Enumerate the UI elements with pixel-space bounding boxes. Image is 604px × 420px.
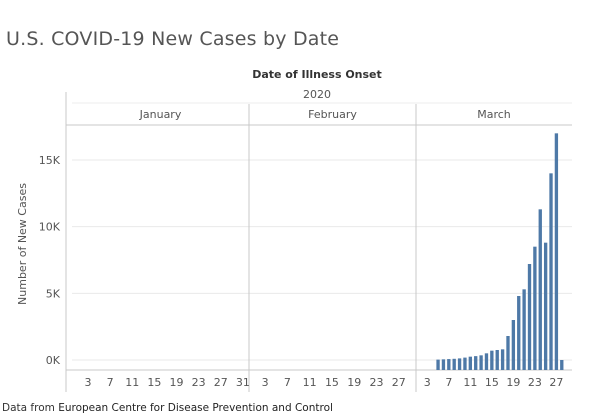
x-tick-february-15: 15 xyxy=(325,376,339,389)
x-tick-march-23: 23 xyxy=(528,376,542,389)
x-tick-march-11: 11 xyxy=(463,376,477,389)
bar-march-8[interactable] xyxy=(452,358,456,370)
x-axis-title: Date of Illness Onset xyxy=(252,68,382,81)
x-tick-january-11: 11 xyxy=(125,376,139,389)
bar-march-10[interactable] xyxy=(463,357,467,370)
x-tick-february-27: 27 xyxy=(392,376,406,389)
month-label-february: February xyxy=(308,108,357,121)
bar-march-15[interactable] xyxy=(490,350,494,370)
x-tick-february-3: 3 xyxy=(262,376,269,389)
x-tick-february-7: 7 xyxy=(284,376,291,389)
bar-march-5[interactable] xyxy=(436,359,440,370)
month-label-march: March xyxy=(477,108,511,121)
x-tick-march-15: 15 xyxy=(485,376,499,389)
x-tick-january-7: 7 xyxy=(107,376,114,389)
bar-march-19[interactable] xyxy=(511,320,516,370)
x-tick-march-27: 27 xyxy=(549,376,563,389)
x-tick-january-15: 15 xyxy=(147,376,161,389)
y-tick-label-1: 5K xyxy=(46,287,61,300)
bar-march-13[interactable] xyxy=(479,355,483,370)
x-tick-january-19: 19 xyxy=(170,376,184,389)
chart-frame xyxy=(65,92,572,392)
x-tick-january-23: 23 xyxy=(192,376,206,389)
bar-march-18[interactable] xyxy=(506,336,510,370)
gridlines xyxy=(72,159,572,361)
x-axis-ticks: 3 7 11 15 19 23 27 31 3 7 11 15 19 23 27 3 7 11 15 19 23 27 xyxy=(85,376,564,389)
source-name: European Centre for Disease Prevention a… xyxy=(58,402,333,414)
y-tick-label-2: 10K xyxy=(39,221,61,234)
bar-march-16[interactable] xyxy=(495,350,499,370)
bar-march-7[interactable] xyxy=(447,359,451,370)
bar-march-24[interactable] xyxy=(538,209,542,370)
x-tick-february-11: 11 xyxy=(303,376,317,389)
bar-march-25[interactable] xyxy=(543,242,548,370)
bar-march-26[interactable] xyxy=(549,173,553,370)
y-tick-label-3: 15K xyxy=(39,154,61,167)
x-tick-january-3: 3 xyxy=(85,376,92,389)
x-tick-february-19: 19 xyxy=(347,376,361,389)
bar-march-27[interactable] xyxy=(554,133,559,370)
bar-march-11[interactable] xyxy=(468,356,472,370)
chart-title: U.S. COVID-19 New Cases by Date xyxy=(6,28,340,50)
bar-march-6[interactable] xyxy=(441,359,446,370)
chart: Date of Illness Onset 2020 Number of New… xyxy=(16,68,572,392)
bar-march-22[interactable] xyxy=(527,264,532,370)
year-label: 2020 xyxy=(303,88,331,101)
bar-march-23[interactable] xyxy=(533,246,537,370)
source-prefix: Data from xyxy=(2,402,55,414)
x-tick-january-27: 27 xyxy=(214,376,228,389)
bar-march-20[interactable] xyxy=(517,296,521,370)
month-headers: January February March xyxy=(139,108,511,121)
y-tick-label-0: 0K xyxy=(46,354,61,367)
x-tick-february-23: 23 xyxy=(369,376,383,389)
bar-march-21[interactable] xyxy=(522,289,526,370)
month-label-january: January xyxy=(139,108,182,121)
bar-march-12[interactable] xyxy=(474,356,478,370)
y-axis-ticks: 0K 5K 10K 15K xyxy=(39,154,61,367)
bars xyxy=(436,133,564,370)
x-tick-march-3: 3 xyxy=(424,376,431,389)
source-note: Data from European Centre for Disease Pr… xyxy=(2,402,333,414)
x-tick-march-7: 7 xyxy=(445,376,452,389)
bar-march-28[interactable] xyxy=(560,360,564,370)
x-tick-january-31: 31 xyxy=(236,376,250,389)
bar-march-14[interactable] xyxy=(484,353,489,370)
bar-march-9[interactable] xyxy=(457,358,462,370)
y-axis-title: Number of New Cases xyxy=(16,183,29,305)
bar-march-17[interactable] xyxy=(500,349,505,370)
x-tick-march-19: 19 xyxy=(506,376,520,389)
